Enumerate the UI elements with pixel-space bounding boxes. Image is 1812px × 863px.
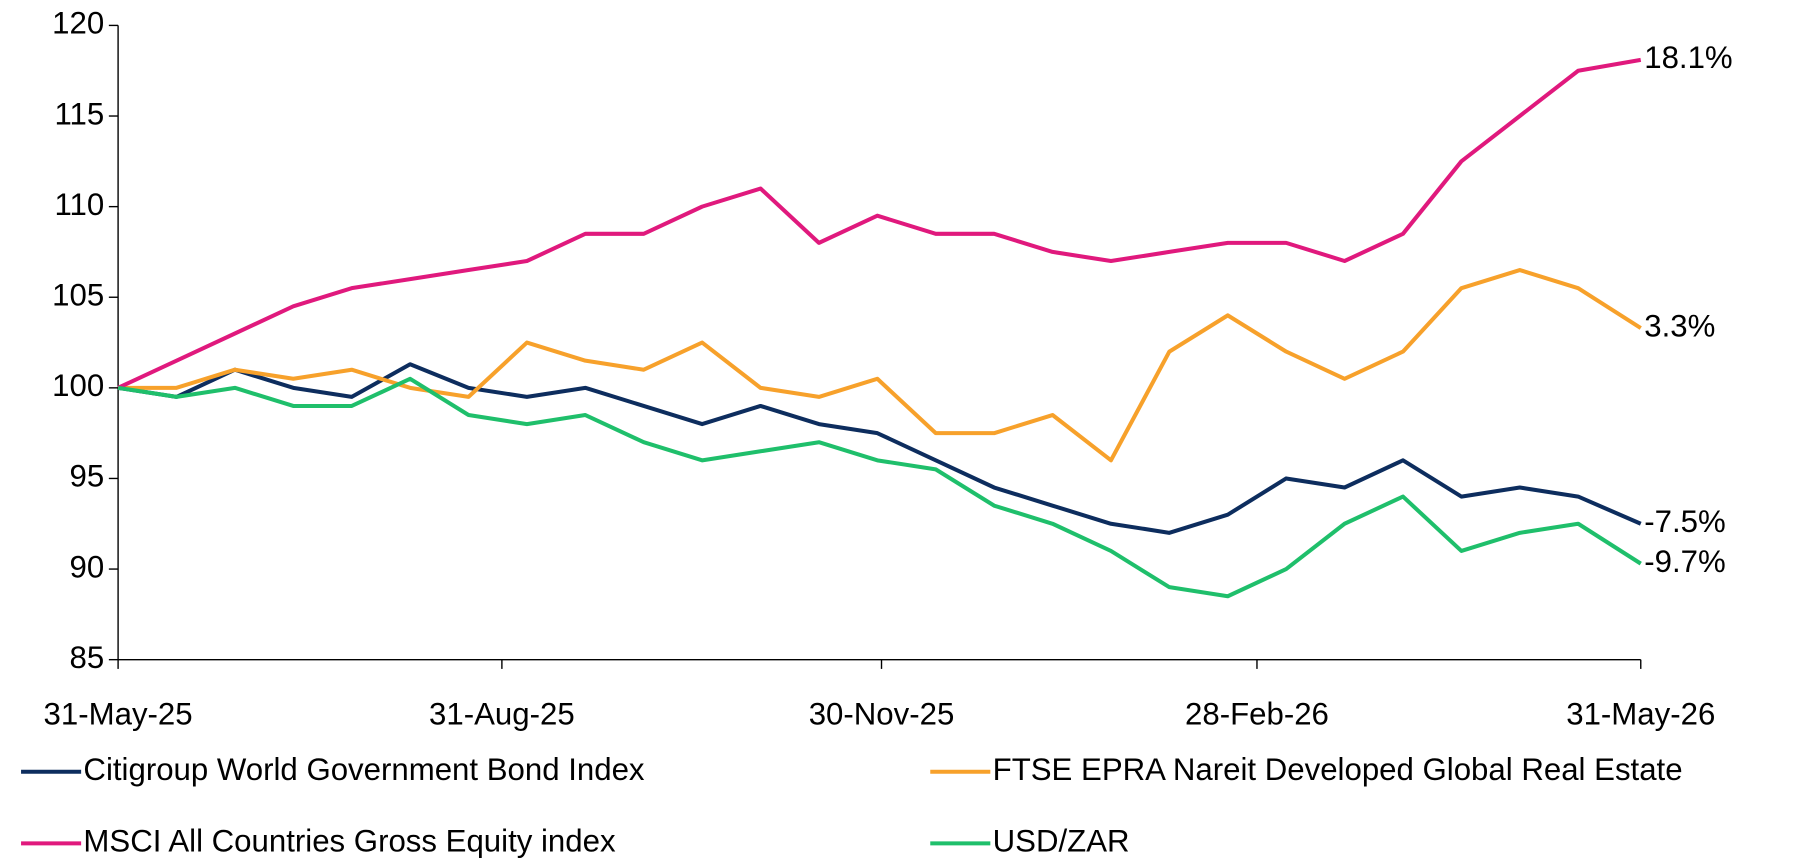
x-tick-label: 31-May-26 bbox=[1566, 697, 1715, 732]
end-label: -7.5% bbox=[1644, 504, 1725, 539]
legend-label: USD/ZAR bbox=[993, 824, 1130, 859]
y-tick-label: 100 bbox=[52, 368, 104, 403]
end-label: -9.7% bbox=[1644, 544, 1725, 579]
series-line bbox=[117, 362, 1642, 535]
legend-label: Citigroup World Government Bond Index bbox=[83, 752, 644, 787]
x-tick-label: 30-Nov-25 bbox=[809, 697, 955, 732]
y-tick-label: 105 bbox=[52, 277, 104, 312]
y-tick-label: 120 bbox=[52, 6, 104, 41]
end-label: 18.1% bbox=[1644, 40, 1732, 75]
y-tick-label: 115 bbox=[54, 96, 104, 131]
legend-label: MSCI All Countries Gross Equity index bbox=[83, 824, 616, 859]
x-tick-label: 28-Feb-26 bbox=[1185, 697, 1329, 732]
series-line bbox=[117, 376, 1642, 599]
y-tick-label: 110 bbox=[54, 187, 104, 222]
y-tick-label: 90 bbox=[70, 549, 105, 584]
x-tick-label: 31-Aug-25 bbox=[429, 697, 575, 732]
y-tick-label: 95 bbox=[70, 459, 105, 494]
series-line bbox=[118, 268, 1642, 463]
end-label: 3.3% bbox=[1644, 308, 1715, 343]
series-line bbox=[117, 57, 1642, 390]
y-tick-label: 85 bbox=[70, 640, 105, 675]
legend-label: FTSE EPRA Nareit Developed Global Real E… bbox=[993, 752, 1683, 787]
x-tick-label: 31-May-25 bbox=[44, 697, 193, 732]
